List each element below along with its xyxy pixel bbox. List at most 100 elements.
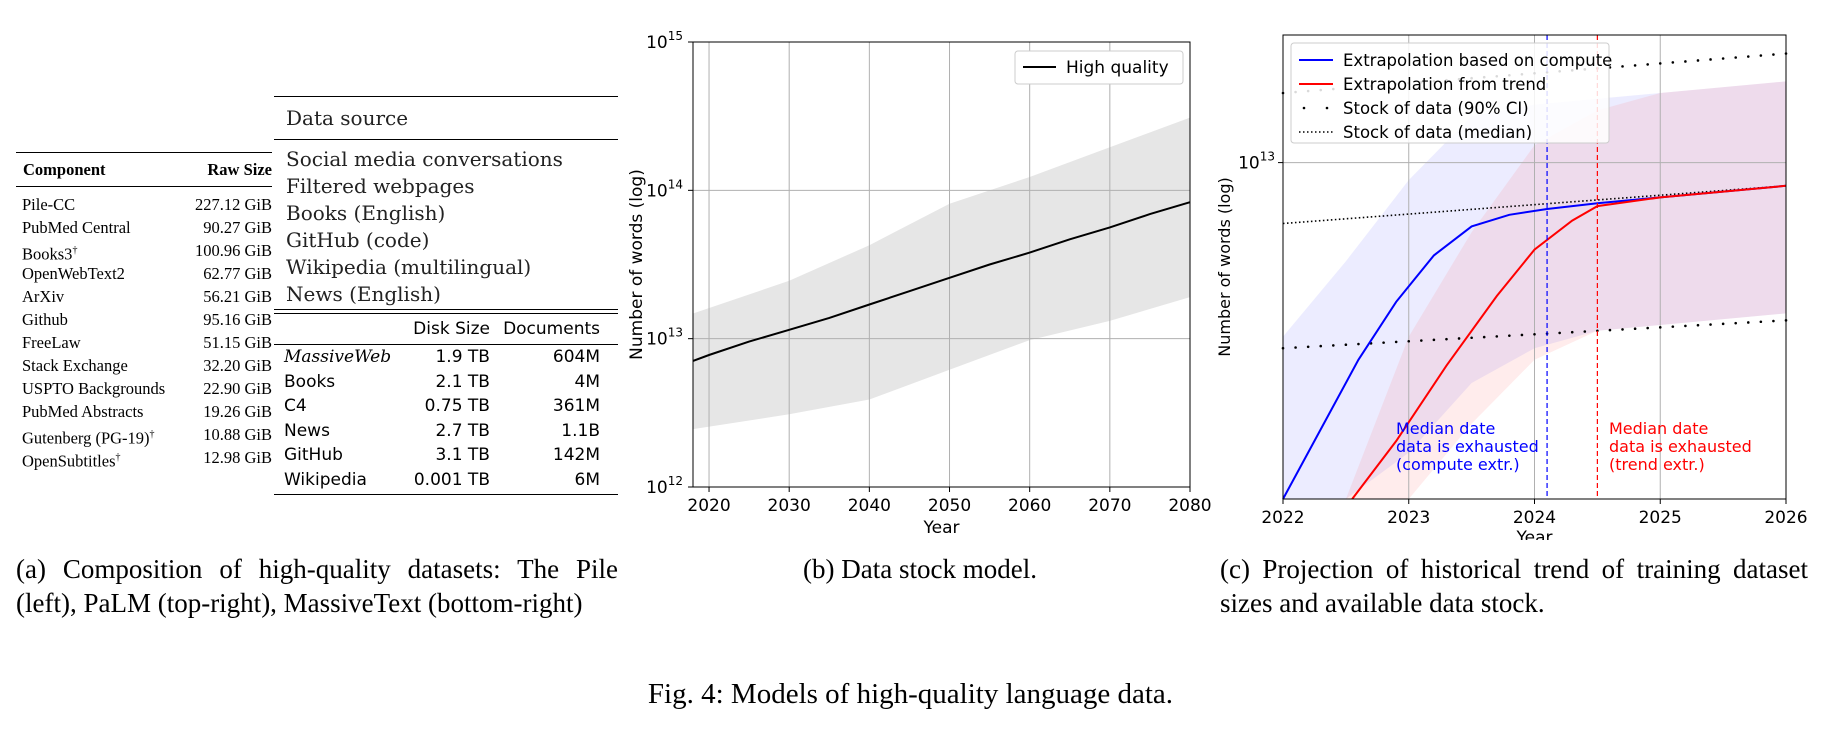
component-name: PubMed Abstracts	[22, 402, 144, 421]
raw-size: 62.77 GiB	[203, 264, 272, 283]
raw-size: 19.26 GiB	[203, 402, 272, 421]
component-name: PubMed Central	[22, 218, 131, 237]
caption-c: (c) Projection of historical trend of tr…	[1220, 554, 1808, 618]
ci-dot	[1658, 326, 1662, 329]
col-disk-size: Disk Size	[413, 319, 490, 339]
ci-dot	[1721, 322, 1725, 326]
ci-dot	[1533, 332, 1536, 336]
col-raw-size: Raw Size	[207, 160, 272, 179]
ci-dot	[1658, 62, 1662, 65]
ci-dot	[1344, 343, 1348, 347]
y-axis-label: Number of words (log)	[627, 169, 647, 360]
ci-dot	[1382, 341, 1385, 344]
ci-dot	[1721, 57, 1725, 60]
mt-header-rule	[274, 344, 618, 345]
list-item: News (English)	[286, 282, 441, 306]
ci-dot	[1633, 327, 1637, 331]
table-row: Stack Exchange 32.20 GiB	[16, 354, 272, 377]
component-name: Books3†	[22, 244, 78, 264]
ci-dot	[1633, 64, 1637, 67]
ci-dot	[1684, 60, 1687, 63]
x-axis-label: Year	[923, 518, 960, 538]
ci-dot	[1319, 344, 1323, 348]
ci-dot	[1306, 345, 1310, 349]
disk-size: 3.1 TB	[435, 445, 490, 466]
y-axis-label: Number of words (log)	[1215, 177, 1234, 357]
ci-dot	[1646, 63, 1649, 66]
ci-dot	[1570, 330, 1574, 334]
ci-dot	[1407, 339, 1411, 343]
raw-size: 10.88 GiB	[203, 425, 272, 444]
raw-size: 51.15 GiB	[203, 333, 272, 352]
x-tick-label: 2022	[1261, 508, 1304, 528]
ci-dot	[1583, 330, 1587, 333]
ci-dot	[1696, 323, 1700, 327]
raw-size: 56.21 GiB	[203, 287, 272, 306]
x-tick-label: 2080	[1168, 496, 1211, 516]
component-name: Github	[22, 310, 68, 329]
series-line	[1351, 184, 1787, 500]
ci-dot	[1759, 54, 1763, 57]
legend-box	[1290, 42, 1610, 144]
x-tick-label: 2050	[928, 496, 971, 516]
ci-dot	[1696, 59, 1700, 62]
component-name: USPTO Backgrounds	[22, 379, 166, 398]
caption-b: (b) Data stock model.	[803, 554, 1037, 584]
disk-size: 2.7 TB	[435, 420, 490, 441]
ci-dot	[1772, 53, 1775, 56]
ci-dot	[1495, 335, 1499, 338]
x-tick-label: 2070	[1088, 496, 1131, 516]
trend-band	[1345, 81, 1786, 500]
ci-dot	[1482, 335, 1486, 339]
table-row: PubMed Abstracts 19.26 GiB	[16, 400, 272, 423]
col-name	[274, 314, 404, 345]
y-tick-label: 1014	[646, 177, 683, 201]
ci-dot	[1621, 328, 1624, 331]
col-documents: Documents	[503, 319, 600, 339]
ci-dot	[1445, 337, 1448, 341]
component-name: Pile-CC	[22, 195, 76, 214]
list-item: Books (English)	[286, 201, 446, 225]
dataset-name: GitHub	[284, 445, 343, 466]
plot-frame	[692, 41, 1191, 488]
documents: 142M	[552, 445, 600, 466]
dataset-name: MassiveWeb	[284, 347, 392, 368]
component-name: OpenSubtitles†	[22, 451, 121, 471]
median-line	[1282, 185, 1787, 225]
dagger-mark: †	[72, 245, 78, 256]
list-item: Wikipedia (multilingual)	[286, 255, 532, 279]
ci-dot	[1671, 325, 1675, 328]
x-tick-label: 2025	[1639, 508, 1682, 528]
ci-dot	[1621, 65, 1624, 68]
ci-dot	[1734, 56, 1737, 59]
table-row: Github 95.16 GiB	[16, 308, 272, 331]
vline-label: data is exhausted	[1396, 437, 1539, 456]
ci-dot	[1608, 328, 1612, 332]
dataset-name: Books	[284, 371, 336, 392]
table-row: MassiveWeb 1.9 TB 604M	[274, 345, 618, 370]
table-row: Pile-CC 227.12 GiB	[16, 193, 272, 216]
table-row: GitHub 3.1 TB 142M	[274, 443, 618, 468]
disk-size: 1.9 TB	[435, 347, 490, 368]
palm-list: Social media conversations Filtered webpa…	[274, 140, 618, 314]
vline-label: Median date	[1609, 419, 1708, 438]
x-tick-label: 2040	[848, 496, 891, 516]
palm-header: Data source	[286, 106, 409, 130]
dagger-mark: †	[149, 429, 155, 440]
disk-size: 0.75 TB	[424, 396, 490, 417]
documents: 6M	[574, 469, 600, 490]
dataset-name: Wikipedia	[284, 469, 367, 490]
ci-dot	[1709, 58, 1712, 61]
top-rule	[16, 152, 272, 153]
y-tick-label: 1012	[646, 474, 683, 498]
component-name: ArXiv	[22, 287, 65, 306]
palm-table: Data source Social media conversations Fi…	[274, 96, 618, 314]
table-row: OpenSubtitles† 12.98 GiB	[16, 446, 272, 471]
table-row: ArXiv 56.21 GiB	[16, 285, 272, 308]
ci-dot	[1684, 324, 1687, 328]
mt-rows: MassiveWeb 1.9 TB 604M Books 2.1 TB 4M C4 0.75 …	[274, 345, 618, 492]
disk-size: 2.1 TB	[435, 371, 490, 392]
ci-dot	[1646, 326, 1649, 330]
col-component: Component	[23, 160, 106, 179]
figure-caption: Fig. 4: Models of high-quality language …	[647, 678, 1174, 710]
